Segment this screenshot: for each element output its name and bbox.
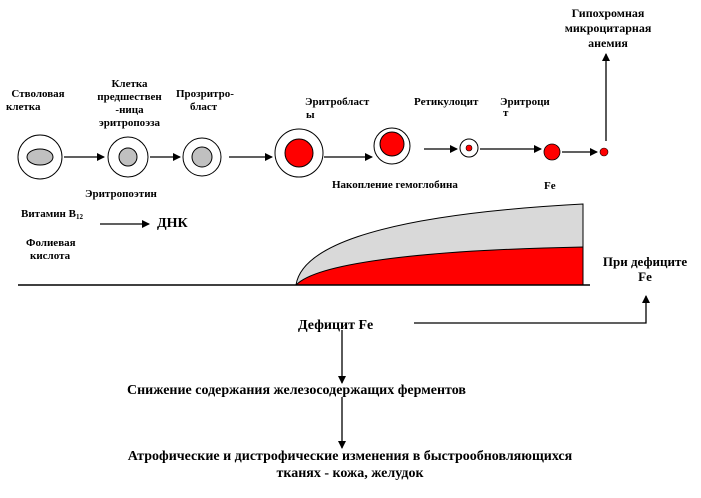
label-stem-cell: Стволовая клетка [6, 88, 65, 113]
label-enzymes-reduction: Снижение содержания железосодержащих фер… [127, 383, 466, 398]
label-precursor-cell: Клетка предшествен -ница эритропоэза [97, 78, 162, 129]
label-dna: ДНК [157, 216, 188, 231]
microcyte-cell [599, 147, 609, 157]
label-reticulocyte: Ретикулоцит [414, 96, 479, 108]
precursor-cell [107, 136, 149, 178]
hemoglobin-accumulation-area [294, 246, 584, 286]
label-fe-top: Fe [544, 180, 556, 192]
label-folic-acid: Фолиевая кислота [26, 237, 76, 262]
erythrocyte-cell [543, 143, 561, 161]
label-erythropoietin: Эритропоэтин [85, 188, 157, 200]
stem-cell [17, 134, 63, 180]
label-erythroblast: Эритробласт ы [305, 96, 370, 121]
erythroblast-cell [274, 128, 324, 178]
label-vitamin-b12: Витамин B12 [21, 208, 83, 221]
label-hemoglobin-accumulation: Накопление гемоглобина [332, 179, 458, 191]
late-erythroblast-cell [373, 127, 411, 165]
label-erythrocyte: Эритроци т [500, 96, 550, 119]
label-proerythroblast: Прозритро- бласт [176, 88, 234, 113]
label-fe-deficiency-right: При дефиците Fe [602, 254, 688, 284]
label-atrophy: Атрофические и дистрофические изменения … [127, 449, 573, 481]
label-anemia: Гипохромная микроцитарная анемия [564, 6, 652, 50]
label-fe-deficit: Дефицит Fe [298, 318, 374, 333]
proerythroblast-cell [182, 137, 222, 177]
arrow-deficit-to-right [414, 295, 650, 324]
reticulocyte-cell [459, 138, 479, 158]
